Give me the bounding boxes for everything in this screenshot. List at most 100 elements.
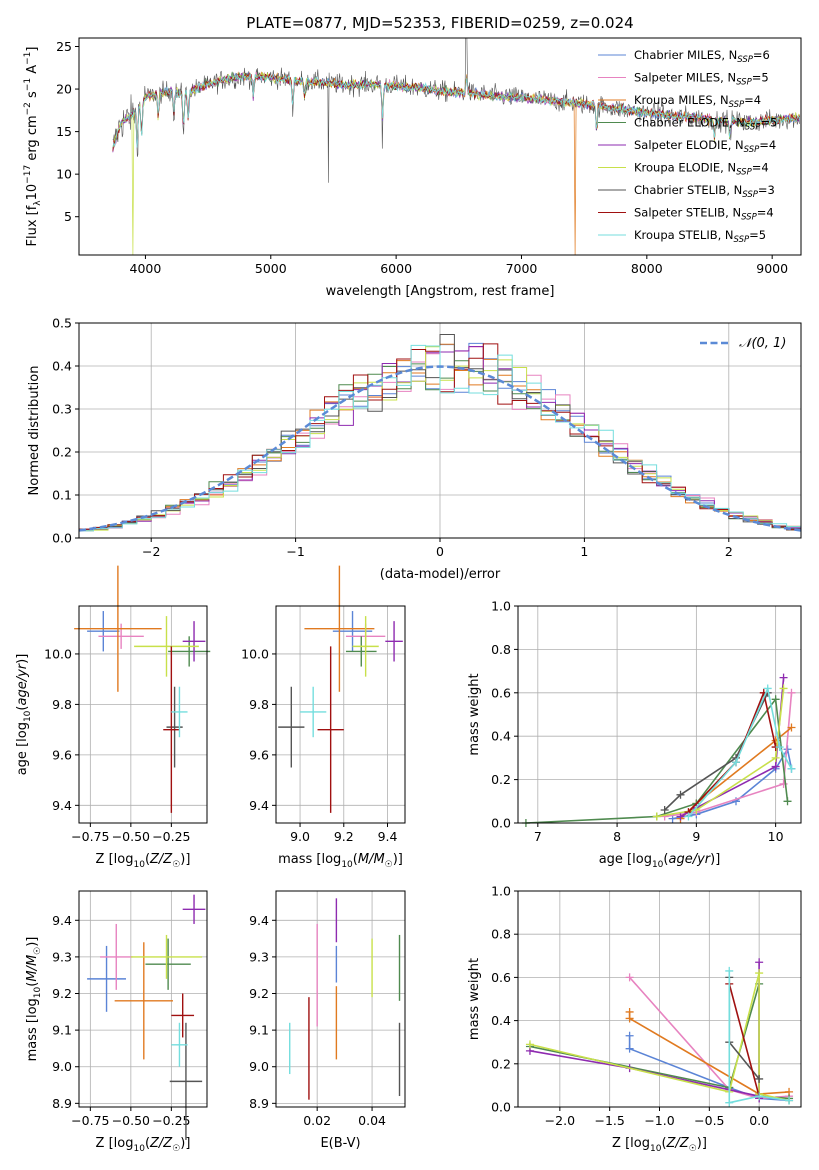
mass-weight-marker: [660, 805, 669, 814]
mass-weight-series: [684, 684, 796, 821]
y-axis-label-part: mass [log: [25, 998, 40, 1061]
y-axis-label-part: (: [25, 982, 40, 987]
data-point: [87, 945, 126, 1012]
mass-weight-marker: [625, 1031, 634, 1040]
mass-weight-marker: [676, 790, 685, 799]
legend-label-value: =4: [759, 138, 776, 152]
x-tick-label: 8000: [631, 261, 663, 276]
x-tick-label: 9: [692, 829, 700, 844]
mass-weight-marker: [725, 966, 734, 975]
x-axis-label-part: 10: [650, 1144, 662, 1154]
y-tick-label: 9.3: [52, 949, 72, 964]
mass-weight-series: [725, 966, 794, 1107]
x-axis-label-part: 10: [133, 860, 145, 870]
mass-weight-line: [728, 983, 760, 1097]
x-axis-label-part: (: [145, 852, 150, 867]
y-tick-label: 0.3: [52, 402, 72, 417]
x-axis-label-part: (: [353, 852, 358, 867]
legend-label: Kroupa MILES, NSSP=4: [634, 93, 761, 110]
y-axis-label-part: )]: [25, 937, 40, 947]
mass-weight-marker: [755, 958, 764, 967]
legend-label: Salpeter ELODIE, NSSP=4: [634, 138, 776, 155]
x-axis-label-part: )]: [710, 852, 720, 867]
data-point: [130, 934, 203, 979]
legend-label-sub: SSP: [737, 55, 753, 65]
x-tick-label: 1: [580, 544, 588, 559]
x-axis-label-part: Z [log: [96, 852, 134, 867]
y-axis-label-part: (: [15, 706, 30, 711]
x-axis-label: Z [log10(Z/Z☉)]: [96, 1136, 191, 1154]
data-point: [134, 616, 199, 677]
y-tick-label: 10: [56, 167, 72, 182]
x-axis-label: mass [log10(M/M☉)]: [278, 852, 403, 870]
mass-weight-marker: [652, 812, 661, 821]
y-axis-label-part: Flux [f: [25, 205, 40, 246]
y-axis-label-part: 10: [33, 986, 43, 998]
y-tick-label: 9.4: [52, 798, 72, 813]
data-point: [114, 942, 173, 1060]
plot-frame: [517, 890, 802, 1108]
data-point: [345, 636, 377, 667]
mass-weight-series: [676, 673, 788, 821]
x-axis-label: E(B-V): [320, 1136, 360, 1151]
x-tick-label: 9.2: [334, 829, 354, 844]
y-tick-label: 9.1: [249, 1023, 269, 1038]
mass-weight-marker: [625, 1014, 634, 1023]
plot-frame: [275, 605, 406, 824]
x-axis-label-part: (: [145, 1136, 150, 1151]
x-axis-label-part: Z/Z: [666, 1136, 690, 1151]
panel-mass-weight-vs-Z: −2.0 −1.5 −1.0 −0.5 0.0 0.0 0.2 0.4 0.6 0.8 1.0 Z […: [467, 884, 802, 1154]
x-axis-label-part: M/M: [358, 852, 385, 867]
data-point: [317, 646, 344, 813]
y-axis-label: mass [log10(M/M☉)]: [25, 937, 43, 1062]
legend-label-value: =5: [749, 228, 766, 242]
legend-label-main: Salpeter STELIB, N: [634, 206, 741, 220]
legend-label-main: Kroupa ELODIE, N: [634, 161, 736, 175]
legend-label-main: Salpeter MILES, N: [634, 71, 736, 85]
mass-weight-marker: [787, 688, 796, 697]
y-axis-label-part: 10: [25, 184, 40, 201]
mass-weight-marker: [771, 753, 780, 762]
x-axis-label-part: ☉: [172, 860, 180, 870]
legend-label: Kroupa STELIB, NSSP=5: [634, 228, 766, 245]
x-axis-label-part: )]: [180, 852, 190, 867]
legend-label-sub: SSP: [729, 100, 745, 110]
x-tick-label: 0: [436, 544, 444, 559]
plot-frame: [78, 322, 802, 539]
x-axis-label-part: Z [log: [612, 1136, 650, 1151]
y-tick-label: 0.2: [491, 772, 511, 787]
mass-weight-marker: [779, 684, 788, 693]
x-tick-label: −2.0: [545, 1113, 575, 1128]
legend-label-sub: SSP: [734, 235, 750, 245]
y-axis-label-part: λ: [33, 200, 43, 206]
legend-label: Salpeter STELIB, NSSP=4: [634, 206, 774, 223]
legend-label-sub: SSP: [745, 123, 761, 133]
x-tick-label: 2: [725, 544, 733, 559]
y-axis-label-part: age/yr: [15, 662, 30, 705]
data-point: [74, 565, 162, 692]
x-tick-label: −0.25: [152, 829, 190, 844]
data-point: [166, 686, 183, 768]
x-axis-label-part: mass [log: [278, 852, 341, 867]
y-tick-label: 0.2: [491, 1056, 511, 1071]
y-axis-label: mass weight: [467, 958, 482, 1040]
y-axis-label: age [log10(age/yr)]: [15, 654, 33, 776]
y-axis-label-part: ☉: [33, 947, 43, 955]
y-tick-label: 9.6: [249, 747, 269, 762]
y-tick-label: 0.4: [52, 359, 72, 374]
y-axis-label-part: erg cm: [25, 115, 40, 164]
mass-weight-marker: [771, 762, 780, 771]
x-axis-label-part: )]: [180, 1136, 190, 1151]
y-axis-label-part: A: [25, 65, 40, 78]
legend-label: Chabrier STELIB, NSSP=3: [634, 183, 775, 200]
data-point: [278, 686, 305, 768]
panel-age-vs-Z: −0.75 −0.50 −0.259.49.69.810.0Z [log10(Z/Z…: [15, 565, 211, 870]
y-axis-label-part: −1: [23, 78, 33, 91]
y-tick-label: 9.8: [249, 697, 269, 712]
x-tick-label: 4000: [130, 261, 162, 276]
mass-weight-marker: [625, 1044, 634, 1053]
y-axis-label-part: s: [25, 91, 40, 102]
x-axis-label: Z [log10(Z/Z☉)]: [612, 1136, 707, 1154]
y-tick-label: 9.8: [52, 697, 72, 712]
